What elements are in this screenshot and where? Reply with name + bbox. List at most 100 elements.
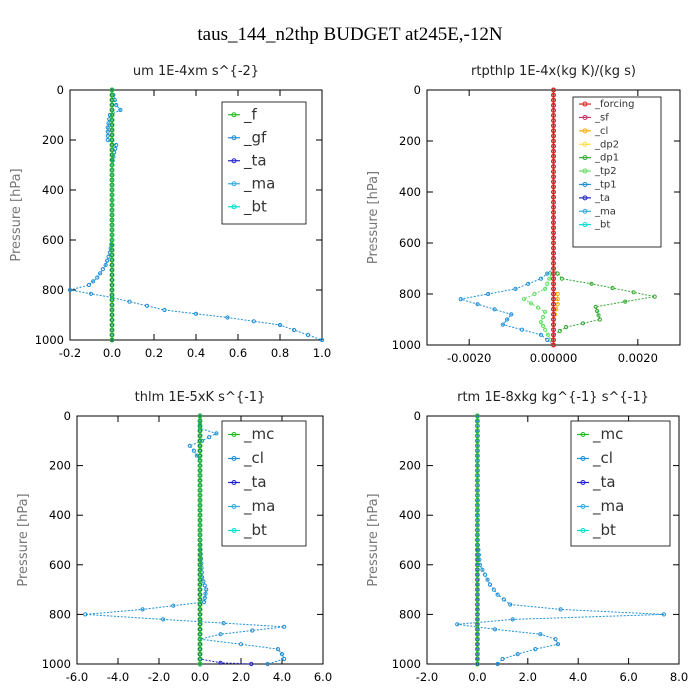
y-tick-label: 400 [49, 508, 71, 522]
y-tick-label: 600 [399, 236, 421, 250]
data-point [187, 443, 192, 448]
data-point [474, 443, 480, 449]
data-point [275, 647, 280, 652]
data-point [474, 587, 480, 593]
data-point [474, 661, 480, 667]
x-tick-label: -4.0 [107, 670, 129, 684]
data-point [474, 433, 480, 439]
data-point [474, 597, 480, 602]
series-mc [474, 413, 480, 667]
data-point [553, 637, 558, 642]
data-point [551, 199, 556, 205]
data-point [109, 97, 115, 103]
y-axis-label: Pressure [hPa] [16, 493, 31, 586]
legend-label: _mc [592, 425, 623, 444]
data-point [474, 532, 480, 538]
data-point [197, 616, 203, 622]
legend-label: _dp1 [594, 153, 619, 164]
x-tick-label: 0.8 [271, 346, 289, 360]
data-point [474, 592, 480, 598]
data-point [197, 487, 203, 493]
y-tick-label: 1000 [392, 338, 421, 352]
data-point [474, 512, 480, 518]
legend-label: _ma [594, 206, 616, 217]
data-point [551, 327, 556, 333]
data-point [103, 262, 108, 268]
data-point [551, 169, 556, 175]
data-point [109, 112, 115, 118]
data-point [197, 582, 203, 588]
data-point [197, 611, 203, 617]
data-point [551, 123, 556, 129]
data-point [83, 612, 88, 617]
data-point [543, 286, 548, 291]
data-point [551, 322, 556, 328]
legend-marker [231, 158, 237, 164]
data-point [532, 291, 537, 297]
y-tick-label: 1000 [35, 333, 64, 347]
data-point [197, 661, 203, 667]
x-tick-label: 0.0 [468, 670, 486, 684]
data-point [112, 97, 117, 103]
data-point [551, 107, 556, 113]
legend-label: _f [243, 105, 258, 124]
data-point [277, 322, 283, 328]
data-point [538, 632, 543, 637]
y-tick-label: 800 [399, 287, 421, 301]
data-point [109, 312, 115, 318]
y-tick-label: 200 [42, 133, 64, 147]
data-point [610, 285, 615, 291]
data-point [197, 547, 203, 553]
data-point [528, 301, 534, 306]
data-point [474, 577, 480, 583]
x-tick-label: 2.0 [232, 670, 250, 684]
data-point [197, 542, 203, 548]
data-point [474, 562, 480, 568]
legend-marker [580, 480, 586, 485]
data-point [551, 332, 556, 338]
data-point [109, 92, 115, 98]
data-point [551, 291, 556, 297]
data-point [474, 621, 480, 627]
legend-label: _gf [243, 128, 267, 147]
legend-marker [231, 456, 237, 461]
data-point [551, 250, 556, 256]
y-tick-label: 600 [42, 233, 64, 247]
legend-marker [582, 128, 588, 134]
y-tick-label: 0 [64, 409, 71, 423]
data-point [197, 423, 203, 429]
data-point [551, 194, 556, 200]
legend-marker [582, 155, 588, 161]
y-tick-label: 800 [42, 283, 64, 297]
data-point [474, 448, 480, 454]
data-point [551, 138, 556, 144]
data-point [500, 322, 505, 327]
y-tick-label: 1000 [392, 657, 421, 671]
data-point [109, 267, 115, 273]
data-point [551, 235, 556, 241]
y-tick-label: 200 [49, 459, 71, 473]
data-point [495, 592, 500, 597]
data-point [197, 502, 203, 508]
data-point [540, 314, 546, 320]
data-point [197, 532, 203, 538]
data-point [250, 628, 255, 633]
legend-marker [580, 456, 586, 461]
data-point [559, 276, 565, 281]
series-tp1 [458, 87, 556, 348]
data-point [109, 257, 115, 263]
legend-label: _bt [594, 220, 610, 231]
data-point [105, 125, 110, 130]
data-point [109, 272, 115, 278]
data-point [197, 592, 203, 598]
legend-marker [231, 528, 237, 533]
data-point [202, 595, 207, 601]
data-point [533, 647, 538, 652]
data-point [193, 311, 199, 316]
data-point [197, 562, 203, 568]
panel-title: thlm 1E-5xK s^{-1} [135, 390, 266, 405]
legend-marker [582, 208, 588, 214]
chart-panel-1: um 1E-4xm s^{-2} Pressure [hPa] -0.2 0.0 0.2… [9, 64, 331, 360]
x-tick-label: 6.0 [619, 670, 637, 684]
data-point [197, 448, 203, 454]
